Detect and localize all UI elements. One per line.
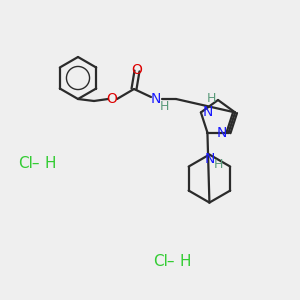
Text: O: O xyxy=(106,92,117,106)
Text: Cl: Cl xyxy=(153,254,168,269)
Text: H: H xyxy=(44,155,56,170)
Text: H: H xyxy=(159,100,169,113)
Text: N: N xyxy=(151,92,161,106)
Text: H: H xyxy=(179,254,191,269)
Text: –: – xyxy=(162,254,180,269)
Text: N: N xyxy=(204,152,214,166)
Text: –: – xyxy=(27,155,45,170)
Text: N: N xyxy=(216,126,227,140)
Text: Cl: Cl xyxy=(18,155,33,170)
Text: N: N xyxy=(203,105,213,119)
Text: H: H xyxy=(207,92,216,104)
Text: O: O xyxy=(132,63,142,77)
Text: H: H xyxy=(214,158,223,171)
